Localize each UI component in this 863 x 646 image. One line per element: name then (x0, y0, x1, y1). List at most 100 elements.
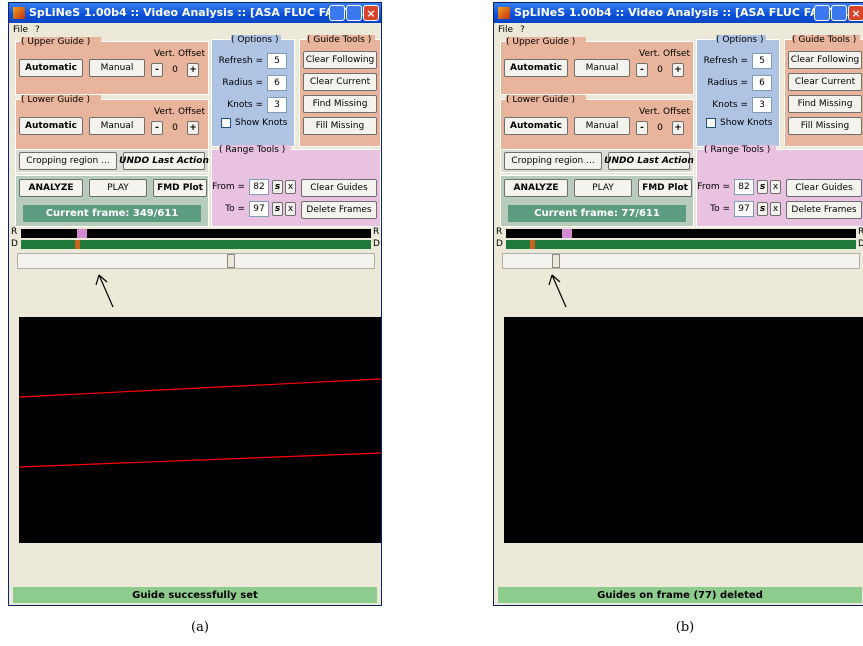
range-button[interactable]: Delete Frames (301, 201, 377, 219)
group-label: ( Upper Guide ) (506, 37, 586, 47)
x-button[interactable]: x (770, 202, 781, 216)
d-label: D (858, 239, 863, 249)
offset-field: 0 (166, 121, 184, 135)
option-field[interactable]: 3 (267, 97, 287, 113)
checkbox[interactable] (221, 118, 231, 128)
x-button[interactable]: x (285, 202, 296, 216)
plus-button[interactable]: + (672, 63, 684, 77)
max-button[interactable] (346, 5, 362, 21)
group-label: ( Range Tools ) (704, 145, 776, 155)
menu-item[interactable]: ? (520, 25, 530, 37)
s-button[interactable]: s (272, 180, 283, 194)
fmd-plot-button[interactable]: FMD Plot (638, 179, 692, 197)
group-label: ( Options ) (231, 35, 281, 45)
d-bar (21, 240, 371, 249)
status-bar: Guides on frame (77) deleted (498, 587, 862, 603)
min-button[interactable] (329, 5, 345, 21)
slider (17, 253, 375, 269)
frame-marker (530, 240, 535, 249)
x-button[interactable]: x (770, 180, 781, 194)
range-field[interactable]: 82 (249, 179, 269, 195)
menu-item[interactable]: File (13, 25, 33, 37)
option-field[interactable]: 6 (752, 75, 772, 91)
manual-button[interactable]: Manual (574, 117, 630, 135)
cropping-button[interactable]: Cropping region ... (19, 152, 117, 170)
close-button[interactable]: × (848, 5, 863, 21)
s-button[interactable]: s (272, 202, 283, 216)
tool-button[interactable]: Clear Current (303, 73, 377, 91)
s-button[interactable]: s (757, 180, 768, 194)
page: SpLiNeS 1.00b4 :: Video Analysis :: [ASA… (0, 0, 863, 646)
manual-button[interactable]: Manual (89, 59, 145, 77)
menu-item[interactable]: ? (35, 25, 45, 37)
vert-offset-label: Vert. Offset (153, 107, 209, 117)
tool-button[interactable]: Fill Missing (303, 117, 377, 135)
range-button[interactable]: Clear Guides (786, 179, 862, 197)
offset-field: 0 (651, 63, 669, 77)
manual-button[interactable]: Manual (89, 117, 145, 135)
range-button[interactable]: Clear Guides (301, 179, 377, 197)
show-knots-label: Show Knots (720, 118, 780, 130)
lumen-shade (19, 317, 381, 543)
minus-button[interactable]: - (636, 63, 648, 77)
fmd-plot-button[interactable]: FMD Plot (153, 179, 207, 197)
range-label: To = (696, 204, 730, 216)
tool-button[interactable]: Clear Current (788, 73, 862, 91)
app-icon (13, 7, 25, 19)
slider-thumb (227, 254, 235, 268)
x-button[interactable]: x (285, 180, 296, 194)
video-frame (9, 271, 381, 601)
option-label: Knots = (698, 100, 748, 112)
manual-button[interactable]: Manual (574, 59, 630, 77)
range-field[interactable]: 97 (734, 201, 754, 217)
plus-button[interactable]: + (672, 121, 684, 135)
undo-button[interactable]: UNDO Last Action (608, 152, 690, 170)
current-frame: Current frame: 349/611 (23, 205, 201, 222)
min-button[interactable] (814, 5, 830, 21)
range-field[interactable]: 82 (734, 179, 754, 195)
close-button[interactable]: × (363, 5, 379, 21)
d-bar (506, 240, 856, 249)
option-field[interactable]: 5 (267, 53, 287, 69)
tool-button[interactable]: Find Missing (303, 95, 377, 113)
range-button[interactable]: Delete Frames (786, 201, 862, 219)
automatic-button[interactable]: Automatic (19, 59, 83, 77)
automatic-button[interactable]: Automatic (504, 117, 568, 135)
plus-button[interactable]: + (187, 63, 199, 77)
d-label: D (11, 239, 19, 249)
r-label: R (858, 227, 863, 237)
plus-button[interactable]: + (187, 121, 199, 135)
offset-field: 0 (651, 121, 669, 135)
group-label: ( Range Tools ) (219, 145, 291, 155)
checkbox[interactable] (706, 118, 716, 128)
show-knots-label: Show Knots (235, 118, 295, 130)
option-field[interactable]: 5 (752, 53, 772, 69)
cropping-button[interactable]: Cropping region ... (504, 152, 602, 170)
tool-button[interactable]: Clear Following (788, 51, 862, 69)
window-title: SpLiNeS 1.00b4 :: Video Analysis :: [ASA… (514, 6, 814, 20)
undo-button[interactable]: UNDO Last Action (123, 152, 205, 170)
s-button[interactable]: s (757, 202, 768, 216)
option-field[interactable]: 6 (267, 75, 287, 91)
play-button[interactable]: PLAY (89, 179, 147, 197)
minus-button[interactable]: - (151, 63, 163, 77)
automatic-button[interactable]: Automatic (504, 59, 568, 77)
tool-button[interactable]: Find Missing (788, 95, 862, 113)
minus-button[interactable]: - (636, 121, 648, 135)
minus-button[interactable]: - (151, 121, 163, 135)
caption: (b) (665, 620, 705, 638)
analyze-button[interactable]: ANALYZE (19, 179, 83, 197)
option-field[interactable]: 3 (752, 97, 772, 113)
pointer-arrow (96, 275, 113, 307)
menu-item[interactable]: File (498, 25, 518, 37)
analyze-button[interactable]: ANALYZE (504, 179, 568, 197)
range-label: From = (696, 182, 730, 194)
tool-button[interactable]: Fill Missing (788, 117, 862, 135)
group-label: ( Upper Guide ) (21, 37, 101, 47)
range-field[interactable]: 97 (249, 201, 269, 217)
play-button[interactable]: PLAY (574, 179, 632, 197)
automatic-button[interactable]: Automatic (19, 117, 83, 135)
max-button[interactable] (831, 5, 847, 21)
tool-button[interactable]: Clear Following (303, 51, 377, 69)
offset-field: 0 (166, 63, 184, 77)
